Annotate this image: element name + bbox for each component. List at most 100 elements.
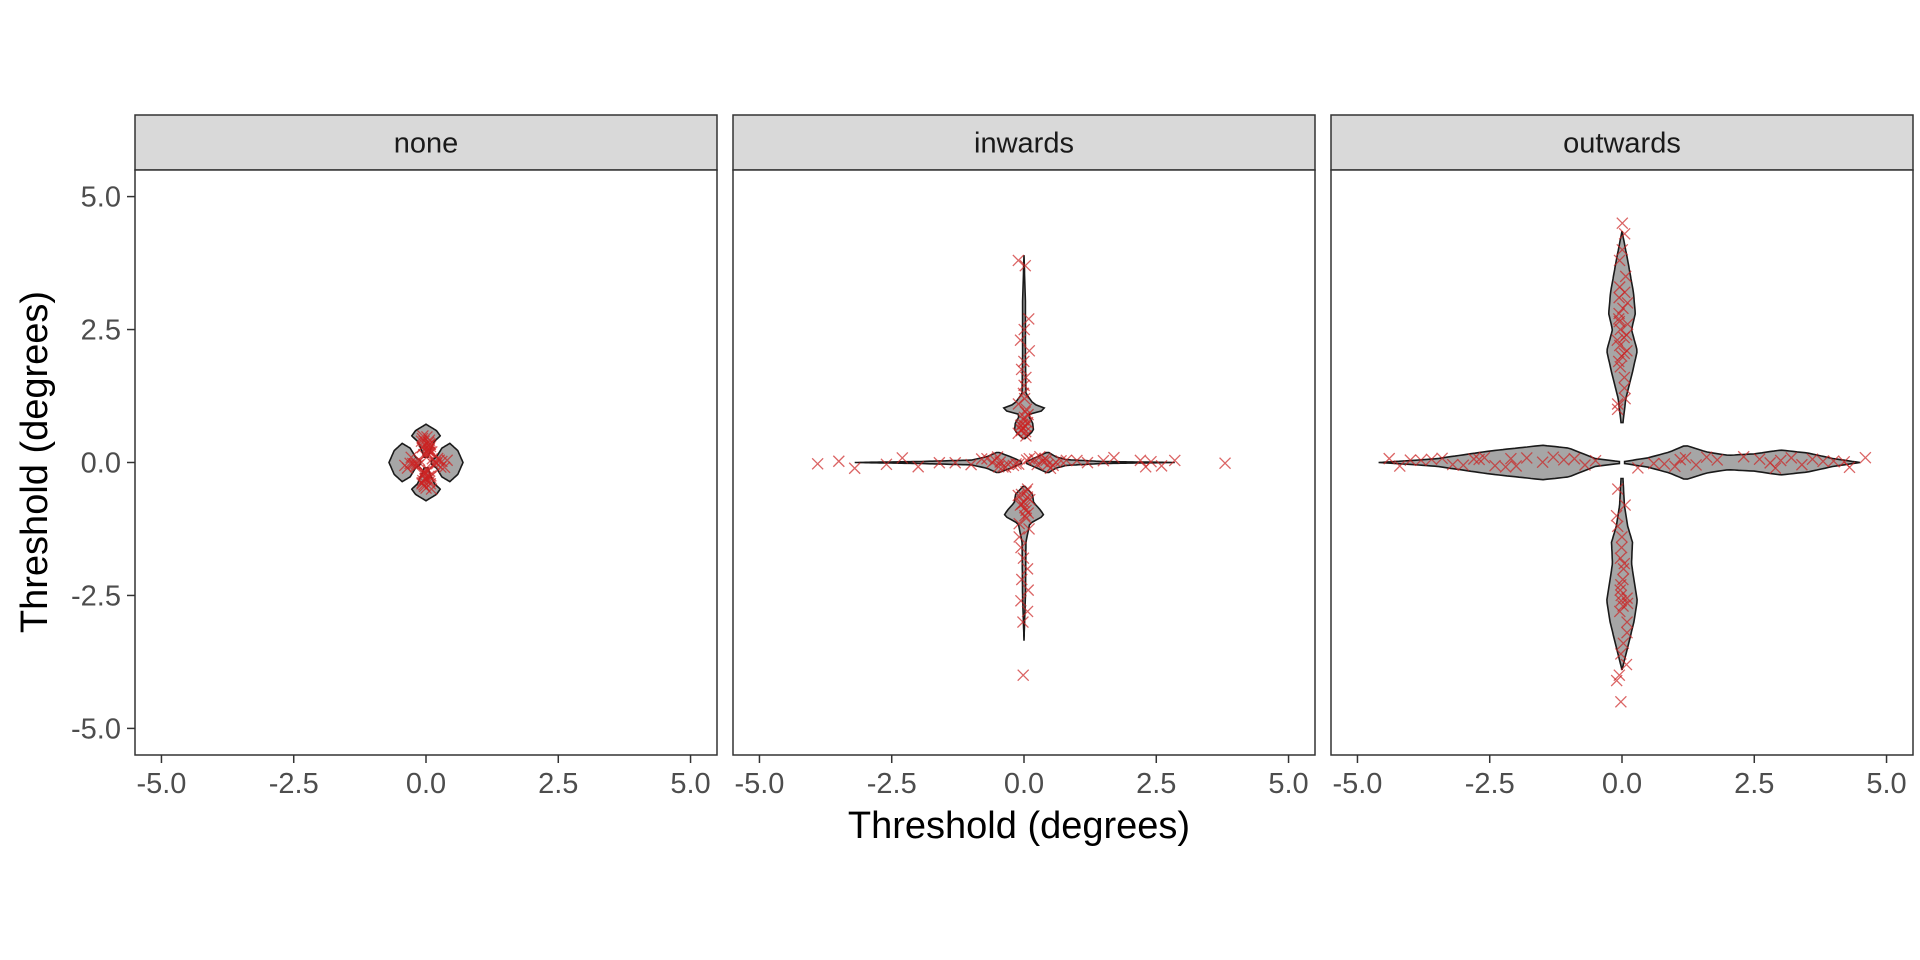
data-point-down bbox=[1620, 658, 1633, 671]
data-point-right bbox=[1668, 460, 1681, 473]
data-point-left bbox=[965, 458, 978, 471]
data-point-up bbox=[1014, 334, 1027, 347]
data-point-up bbox=[1012, 254, 1025, 267]
data-point-down bbox=[1021, 605, 1034, 618]
data-point-down bbox=[1614, 578, 1627, 591]
data-point-up bbox=[1018, 323, 1031, 336]
data-point-right bbox=[1785, 451, 1798, 464]
data-point-right bbox=[1081, 456, 1094, 469]
data-point-right bbox=[1070, 454, 1083, 467]
y-axis-title: Threshold (degrees) bbox=[14, 291, 56, 633]
data-point-right bbox=[1700, 451, 1713, 464]
data-point-up bbox=[1019, 259, 1032, 272]
data-point-up bbox=[1019, 406, 1032, 418]
data-point-up bbox=[1611, 334, 1624, 347]
data-point-up bbox=[1023, 344, 1036, 357]
y-tick-label: -2.5 bbox=[71, 580, 121, 612]
data-point-right bbox=[430, 457, 443, 470]
data-point-down bbox=[1023, 523, 1036, 535]
data-point-down bbox=[1621, 597, 1634, 610]
data-point-right bbox=[1769, 462, 1782, 475]
data-point-down bbox=[1015, 488, 1028, 501]
data-point-left bbox=[896, 452, 909, 464]
data-point-left bbox=[811, 457, 824, 470]
data-point-right bbox=[1753, 453, 1766, 466]
data-point-left bbox=[398, 459, 411, 472]
data-point-right bbox=[1647, 457, 1660, 470]
data-point-left bbox=[408, 457, 421, 470]
data-points bbox=[811, 254, 1232, 682]
data-point-up bbox=[1616, 243, 1629, 256]
data-point-left bbox=[949, 456, 962, 469]
y-tick-label: 5.0 bbox=[81, 182, 121, 214]
data-point-left bbox=[1589, 454, 1602, 467]
data-point-down bbox=[1615, 530, 1628, 543]
data-point-up bbox=[1613, 254, 1626, 267]
data-point-up bbox=[1618, 371, 1631, 384]
data-point-up bbox=[1022, 312, 1035, 325]
x-tick-label: 2.5 bbox=[1734, 768, 1774, 800]
data-point-right bbox=[1843, 461, 1856, 474]
data-point-up bbox=[415, 435, 428, 448]
violin-down bbox=[1606, 477, 1638, 671]
data-point-right bbox=[1097, 454, 1110, 467]
x-tick-label: 5.0 bbox=[1268, 768, 1308, 800]
data-point-left bbox=[1568, 452, 1581, 465]
data-point-up bbox=[420, 431, 433, 443]
data-point-down bbox=[1611, 520, 1624, 533]
data-point-right bbox=[1040, 454, 1053, 467]
data-point-up bbox=[1020, 403, 1033, 416]
panel-outwards: outwards -5.0 -2.5 0.0 2.5 5.0 bbox=[1330, 114, 1914, 800]
data-point-right bbox=[1107, 451, 1120, 464]
data-point-left bbox=[986, 456, 999, 469]
data-point-down bbox=[1023, 493, 1036, 506]
data-point-down bbox=[1013, 530, 1026, 543]
panels-group: none-5.0 -2.5 0.0 2.5 5.0-5.0-2.50.02.55.0in… bbox=[71, 114, 1914, 800]
data-point-down bbox=[1614, 695, 1627, 708]
data-point-up bbox=[1618, 347, 1631, 360]
data-point-down bbox=[1615, 541, 1628, 554]
data-point-down bbox=[1012, 489, 1025, 502]
data-point-up bbox=[1612, 312, 1625, 325]
data-point-right bbox=[1219, 457, 1232, 470]
x-tick-label: -5.0 bbox=[1332, 768, 1382, 800]
data-point-up bbox=[1611, 398, 1624, 410]
data-point-left bbox=[975, 453, 988, 465]
data-point-up bbox=[1621, 318, 1634, 331]
x-tick-label: 2.5 bbox=[1136, 768, 1176, 800]
data-point-left bbox=[1446, 458, 1459, 471]
data-point-right bbox=[1168, 454, 1181, 467]
data-point-down bbox=[1015, 541, 1027, 554]
data-point-down bbox=[1617, 562, 1630, 575]
x-tick-label: 0.0 bbox=[1602, 768, 1642, 800]
data-point-left bbox=[1504, 452, 1517, 465]
data-point-left bbox=[1425, 453, 1438, 466]
y-tick-label: -5.0 bbox=[71, 713, 121, 745]
x-tick-label: -2.5 bbox=[1465, 768, 1515, 800]
x-tick-label: -2.5 bbox=[867, 768, 917, 800]
data-point-right bbox=[1817, 455, 1830, 468]
data-point-down bbox=[1621, 592, 1634, 605]
data-point-down bbox=[1020, 512, 1033, 525]
data-point-down bbox=[1621, 626, 1633, 639]
data-point-right bbox=[1674, 453, 1687, 466]
violin-left bbox=[854, 451, 1023, 474]
data-point-right bbox=[1827, 455, 1840, 467]
data-point-right bbox=[1774, 454, 1787, 467]
panel-strip-label: outwards bbox=[1563, 128, 1681, 160]
data-point-up bbox=[1016, 418, 1029, 431]
data-point-left bbox=[1510, 460, 1523, 472]
data-point-right bbox=[1145, 455, 1157, 468]
x-tick-label: 5.0 bbox=[1866, 768, 1906, 800]
panel-strip bbox=[1330, 114, 1914, 171]
data-point-up bbox=[1616, 217, 1629, 230]
panel-background bbox=[135, 170, 717, 755]
data-point-right bbox=[1859, 451, 1872, 464]
data-point-left bbox=[1557, 453, 1570, 466]
data-point-right bbox=[1631, 462, 1644, 474]
data-point-left bbox=[832, 455, 845, 468]
data-point-up bbox=[1619, 270, 1632, 283]
data-point-up bbox=[1613, 281, 1626, 293]
data-point-down bbox=[1017, 552, 1030, 565]
data-point-up bbox=[424, 445, 436, 458]
